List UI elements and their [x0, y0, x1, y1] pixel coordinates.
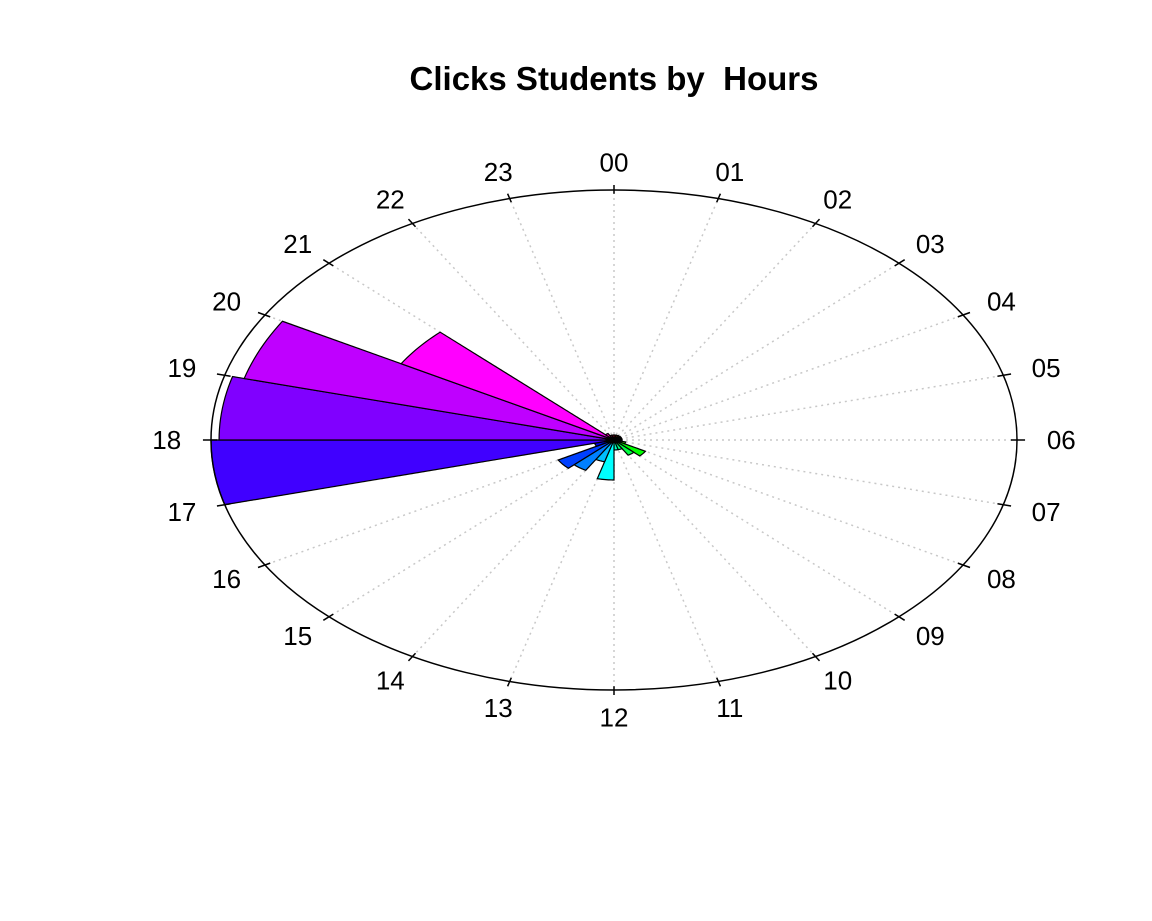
grid-line-03 — [613, 262, 900, 441]
tick-21 — [322, 259, 334, 267]
tick-03 — [894, 259, 906, 267]
tick-16 — [257, 562, 271, 569]
hour-label-11: 11 — [716, 693, 743, 723]
bar-15 — [557, 439, 615, 469]
grid-line-16 — [264, 439, 615, 566]
axis-layer — [202, 185, 1026, 695]
tick-20 — [257, 311, 271, 318]
hour-label-22: 22 — [376, 185, 405, 215]
grid-line-01 — [613, 198, 719, 441]
grid-line-11 — [613, 439, 719, 682]
tick-15 — [322, 613, 334, 621]
hour-label-03: 03 — [916, 229, 945, 259]
hour-label-06: 06 — [1047, 425, 1076, 455]
tick-05 — [997, 373, 1012, 378]
hour-label-17: 17 — [167, 497, 196, 527]
tick-02 — [811, 218, 821, 228]
tick-09 — [894, 613, 906, 621]
tick-17 — [216, 502, 231, 507]
hour-label-14: 14 — [376, 665, 405, 695]
hour-label-20: 20 — [212, 286, 241, 316]
hour-label-08: 08 — [987, 564, 1016, 594]
hour-label-07: 07 — [1032, 497, 1061, 527]
hour-label-19: 19 — [167, 353, 196, 383]
label-layer: 00 01 02 03 04 05 06 07 08 09 10 11 12 13 14 15 16 17 18 19… — [152, 148, 1076, 733]
hour-label-18: 18 — [152, 425, 181, 455]
tick-22 — [407, 218, 417, 228]
grid-line-05 — [613, 374, 1004, 441]
grid-line-10 — [613, 439, 817, 658]
hour-label-16: 16 — [212, 564, 241, 594]
tick-14 — [407, 652, 417, 662]
grid-line-02 — [613, 222, 817, 441]
grid-line-08 — [613, 439, 964, 566]
hour-label-09: 09 — [916, 621, 945, 651]
chart-title: Clicks Students by Hours — [409, 60, 819, 97]
grid-line-07 — [613, 439, 1004, 506]
hour-label-15: 15 — [283, 621, 312, 651]
grid-line-22 — [411, 222, 615, 441]
hour-label-23: 23 — [484, 157, 513, 187]
hour-label-04: 04 — [987, 286, 1016, 316]
tick-07 — [997, 502, 1012, 507]
hour-label-10: 10 — [823, 665, 852, 695]
tick-23 — [506, 193, 512, 203]
grid-line-15 — [328, 439, 615, 618]
tick-04 — [957, 311, 971, 318]
hour-label-01: 01 — [715, 157, 744, 187]
tick-11 — [716, 677, 722, 687]
grid-line-09 — [613, 439, 900, 618]
bar-08 — [613, 439, 647, 457]
hour-label-13: 13 — [484, 693, 513, 723]
bar-20 — [400, 331, 615, 441]
grid-line-04 — [613, 314, 964, 441]
tick-08 — [957, 562, 971, 569]
tick-13 — [506, 677, 512, 687]
grid-line-13 — [509, 439, 615, 682]
tick-01 — [716, 193, 722, 203]
hour-label-02: 02 — [823, 185, 852, 215]
grid-line-14 — [411, 439, 615, 658]
bar-23 — [611, 434, 615, 441]
hour-label-21: 21 — [283, 229, 312, 259]
bar-19 — [243, 320, 615, 441]
bar-14 — [572, 439, 615, 472]
hour-label-12: 12 — [600, 703, 629, 733]
bar-17 — [210, 439, 615, 506]
bar-09 — [613, 439, 636, 456]
hour-label-00: 00 — [600, 148, 629, 178]
grid-line-23 — [509, 198, 615, 441]
tick-19 — [216, 373, 231, 378]
hour-label-05: 05 — [1032, 353, 1061, 383]
tick-10 — [811, 652, 821, 662]
bar-layer — [210, 320, 647, 506]
